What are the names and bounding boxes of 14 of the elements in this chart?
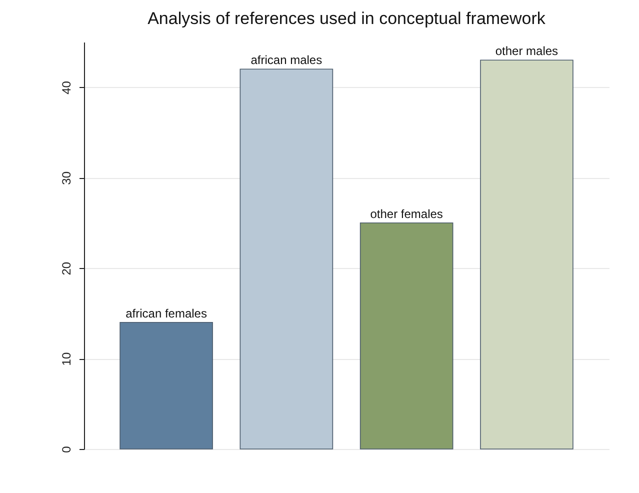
x-tick-label: other females [370,206,443,221]
bar [120,322,213,450]
bar [240,68,334,450]
x-tick-label: african females [126,306,207,320]
x-tick-label: other males [495,44,558,58]
y-tick-label: 40 [60,80,74,94]
bar [480,60,574,450]
y-tick-label: 0 [60,446,74,453]
y-tick-label: 20 [60,262,74,276]
chart-title: Analysis of references used in conceptual framework [148,9,546,28]
y-tick-label: 10 [60,352,74,366]
x-tick-label: african males [250,53,322,68]
bar [360,222,454,450]
y-tick-label: 30 [60,171,74,185]
